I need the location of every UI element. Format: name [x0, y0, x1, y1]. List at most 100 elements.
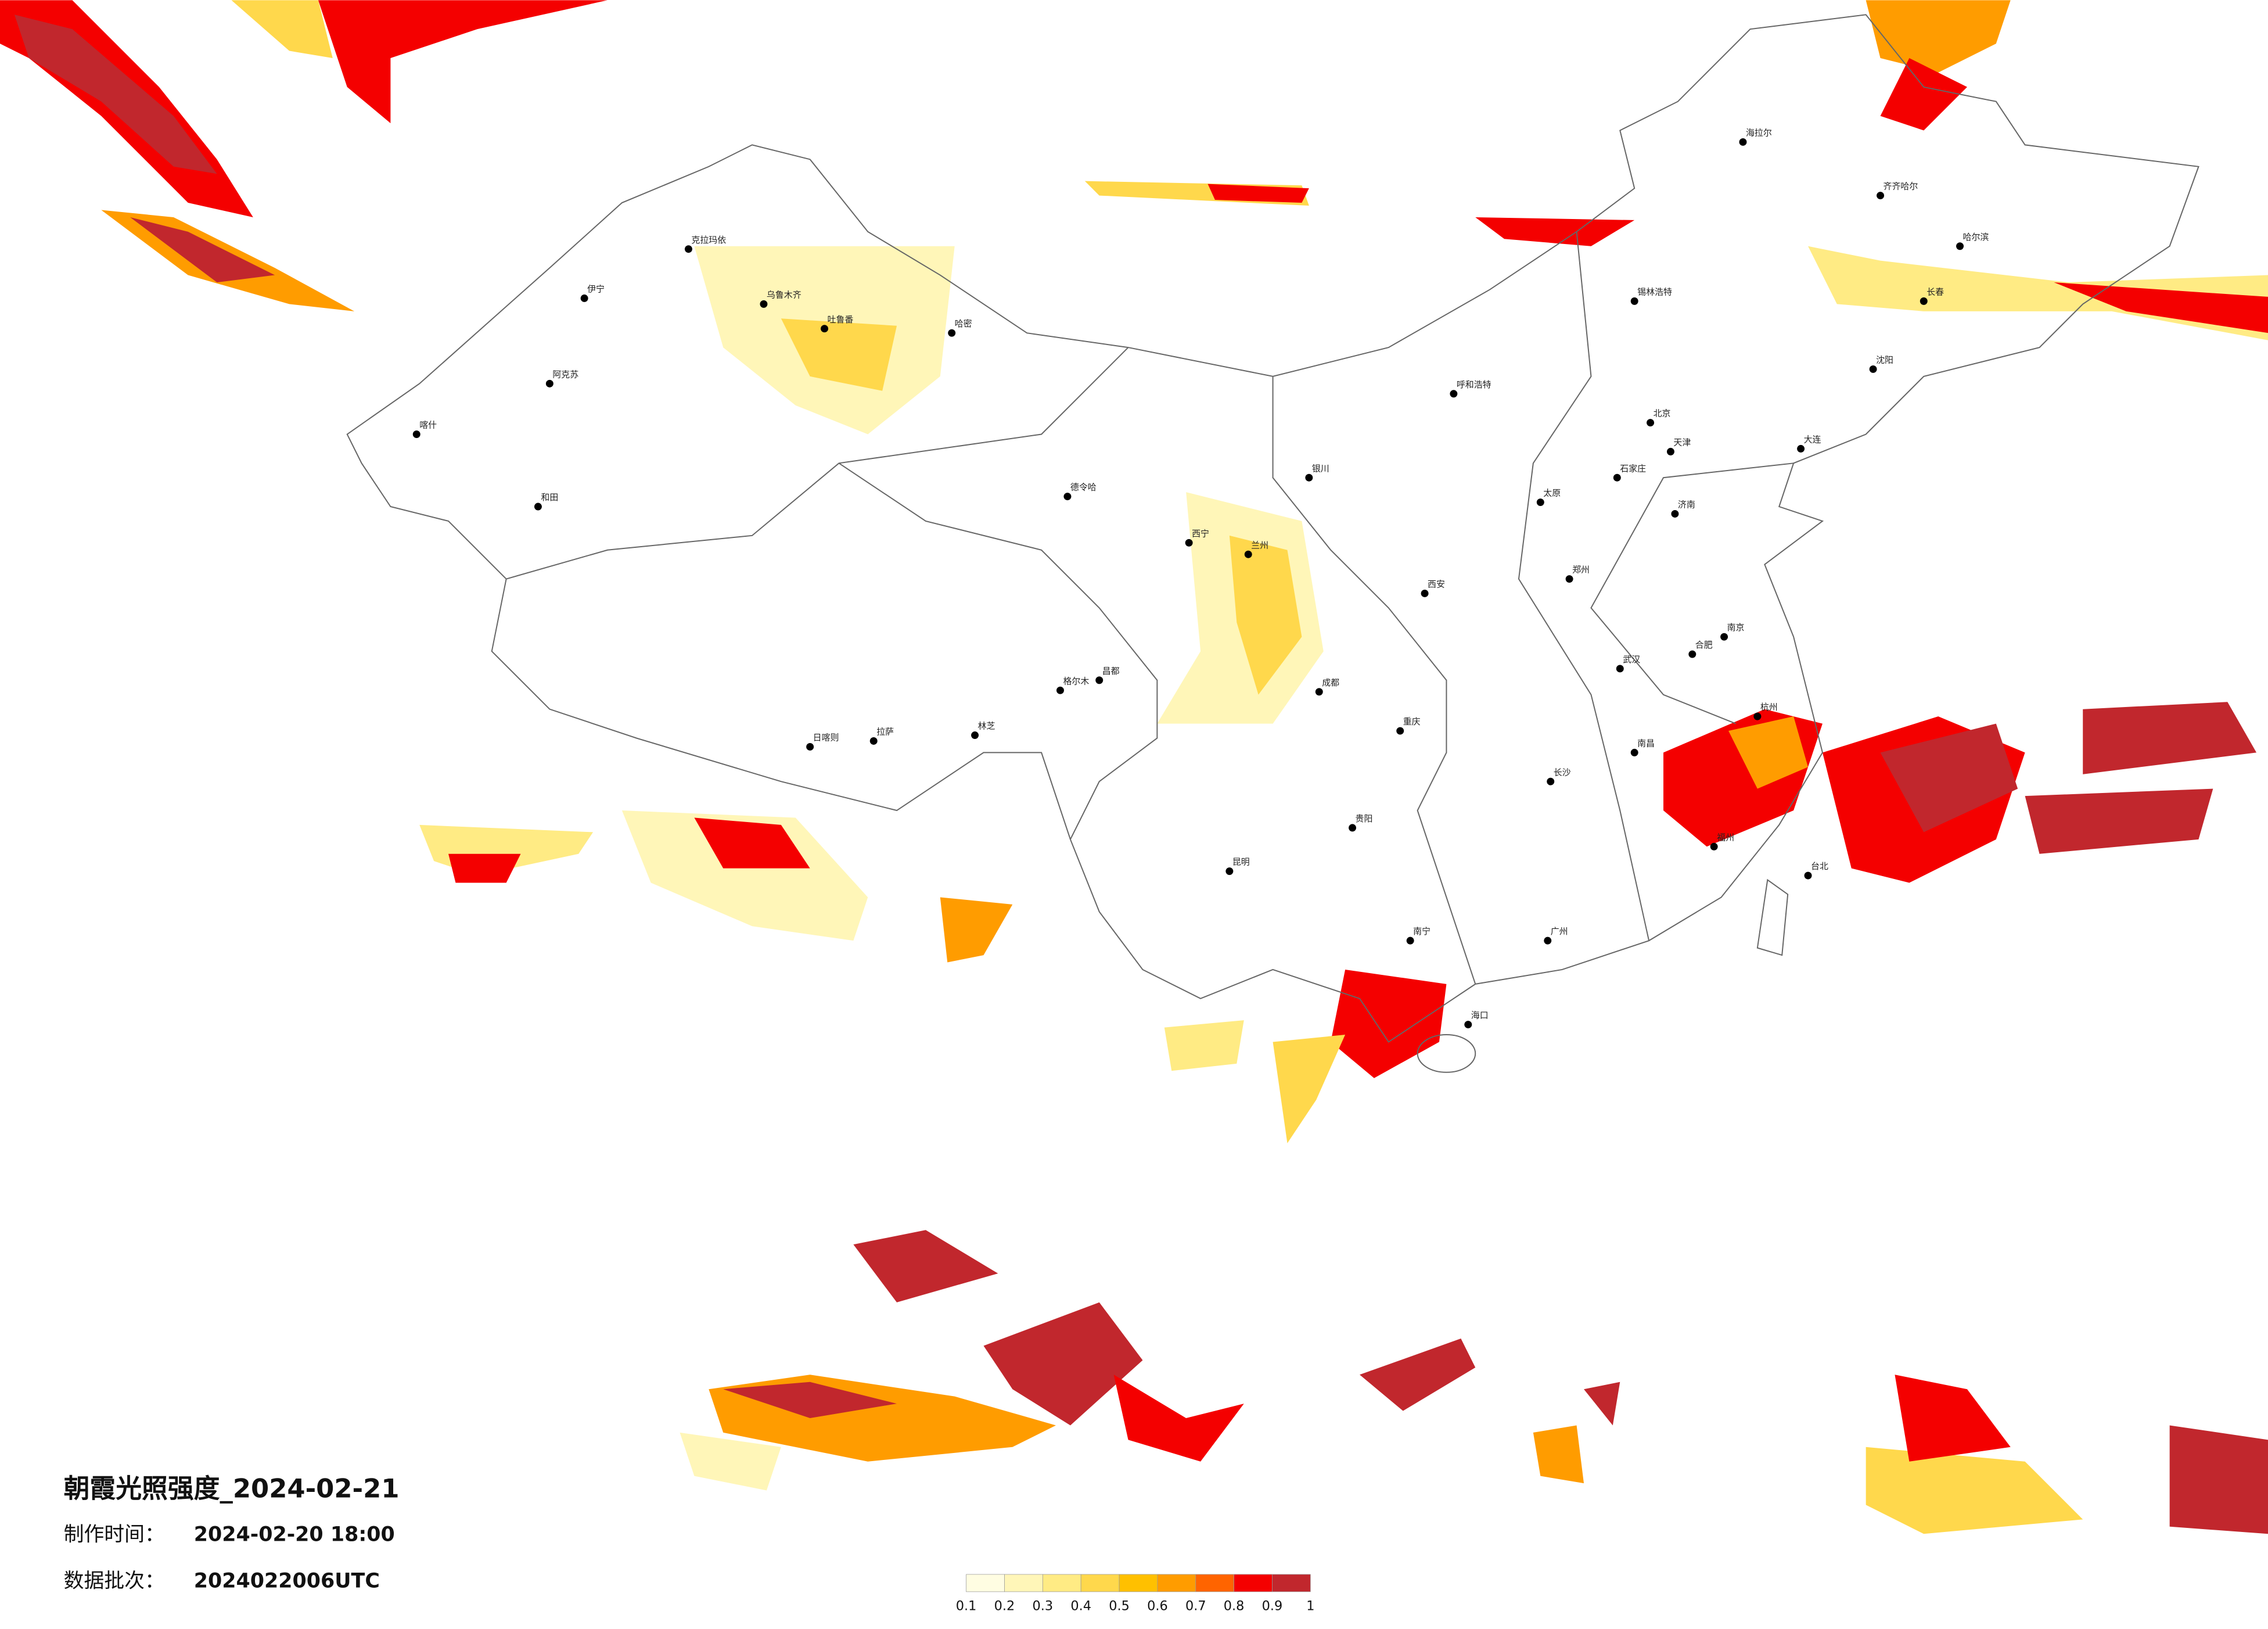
- colorbar-tick-label: 0.8: [1224, 1598, 1245, 1613]
- info-block: 朝霞光照强度_2024-02-21 制作时间： 2024-02-20 18:00…: [64, 1473, 400, 1593]
- city-dot: [1877, 192, 1885, 200]
- city-label: 哈密: [955, 318, 972, 329]
- city-dot: [1869, 365, 1877, 373]
- city-dot: [1396, 727, 1404, 735]
- city-label: 伊宁: [587, 284, 605, 294]
- info-value: 2024-02-20 18:00: [194, 1523, 395, 1547]
- city-label: 福州: [1717, 832, 1734, 842]
- city-dot: [1647, 419, 1655, 427]
- info-label: 制作时间：: [64, 1523, 165, 1547]
- city-dot: [1305, 473, 1313, 482]
- colorbar-tick-label: 1: [1306, 1598, 1314, 1613]
- city-dot: [1450, 390, 1458, 398]
- colorbar-tick-label: 0.3: [1033, 1598, 1054, 1613]
- colorbar-segment: [966, 1574, 1005, 1592]
- city-label: 昆明: [1232, 857, 1250, 867]
- colorbar-segment: [1042, 1574, 1081, 1592]
- city-label: 齐齐哈尔: [1884, 181, 1918, 192]
- city-dot: [1063, 493, 1072, 501]
- city-dot: [1544, 937, 1552, 945]
- colorbar-segment: [1157, 1574, 1196, 1592]
- city-dot: [1630, 748, 1638, 756]
- city-label: 广州: [1551, 926, 1568, 937]
- colorbar-tick-label: 0.1: [956, 1598, 977, 1613]
- map-outline: [346, 14, 2199, 1073]
- city-dot: [948, 329, 956, 337]
- city-label: 北京: [1654, 408, 1671, 419]
- city-label: 成都: [1322, 677, 1339, 688]
- city-label: 南宁: [1413, 926, 1430, 937]
- city-dot: [971, 731, 979, 739]
- city-dot: [1666, 447, 1674, 455]
- city-dot: [869, 737, 878, 745]
- colorbar-tick-label: 0.9: [1262, 1598, 1283, 1613]
- city-dot: [821, 325, 829, 333]
- city-label: 吐鲁番: [828, 314, 854, 325]
- city-dot: [545, 379, 553, 387]
- city-label: 克拉玛依: [691, 235, 726, 245]
- city-label: 格尔木: [1063, 676, 1089, 686]
- city-label: 石家庄: [1620, 463, 1646, 473]
- city-dot: [1797, 444, 1805, 453]
- city-dot: [1406, 937, 1414, 945]
- city-label: 台北: [1811, 861, 1828, 871]
- city-label: 锡林浩特: [1637, 286, 1672, 297]
- colorbar-tick-label: 0.6: [1147, 1598, 1168, 1613]
- city-dot: [1613, 473, 1621, 482]
- city-dot: [1739, 138, 1747, 146]
- city-dot: [1536, 498, 1544, 507]
- city-label: 呼和浩特: [1457, 379, 1491, 390]
- city-dot: [1244, 550, 1252, 558]
- city-label: 日喀则: [813, 732, 839, 742]
- city-label: 海口: [1471, 1010, 1489, 1021]
- city-dot: [412, 430, 420, 438]
- colorbar-segment: [1195, 1574, 1234, 1592]
- city-label: 西安: [1428, 579, 1445, 590]
- city-dot: [760, 300, 768, 308]
- colorbar-tick-label: 0.2: [994, 1598, 1015, 1613]
- city-label: 贵阳: [1356, 813, 1373, 824]
- city-label: 杭州: [1760, 702, 1778, 712]
- city-dot: [684, 245, 692, 253]
- city-label: 合肥: [1695, 640, 1713, 650]
- city-label: 武汉: [1623, 654, 1640, 665]
- city-dot: [1671, 510, 1679, 518]
- colorbar-segment: [1234, 1574, 1273, 1592]
- colorbar-segment: [1272, 1574, 1311, 1592]
- city-dot: [1920, 297, 1928, 305]
- city-dot: [1315, 688, 1323, 696]
- city-label: 和田: [541, 492, 558, 503]
- city-label: 兰州: [1251, 540, 1268, 550]
- intensity-field: [0, 0, 2268, 1534]
- city-dot: [1804, 871, 1812, 880]
- city-dot: [1616, 665, 1624, 673]
- city-label: 西宁: [1192, 528, 1209, 539]
- city-label: 济南: [1678, 500, 1695, 510]
- colorbar-segment: [1119, 1574, 1158, 1592]
- city-dot: [1225, 867, 1234, 876]
- city-dot: [1095, 676, 1104, 684]
- map-title: 朝霞光照强度_2024-02-21: [64, 1473, 400, 1504]
- city-dot: [1565, 575, 1573, 583]
- colorbar-tick-label: 0.7: [1185, 1598, 1206, 1613]
- city-label: 太原: [1543, 488, 1561, 498]
- city-label: 林芝: [978, 721, 995, 731]
- city-label: 银川: [1312, 463, 1329, 473]
- city-label: 德令哈: [1070, 482, 1097, 493]
- info-value: 2024022006UTC: [194, 1569, 380, 1592]
- city-label: 喀什: [419, 420, 437, 430]
- city-label: 长沙: [1554, 767, 1571, 777]
- city-dot: [1185, 539, 1193, 547]
- city-label: 拉萨: [876, 727, 894, 737]
- colorbar-tick-label: 0.4: [1070, 1598, 1091, 1613]
- city-dot: [580, 294, 588, 302]
- city-label: 哈尔滨: [1963, 232, 1989, 242]
- city-dot: [1349, 824, 1357, 832]
- city-dot: [1720, 633, 1728, 641]
- city-dot: [1421, 589, 1429, 597]
- city-label: 郑州: [1572, 565, 1590, 575]
- city-dot: [1956, 242, 1964, 250]
